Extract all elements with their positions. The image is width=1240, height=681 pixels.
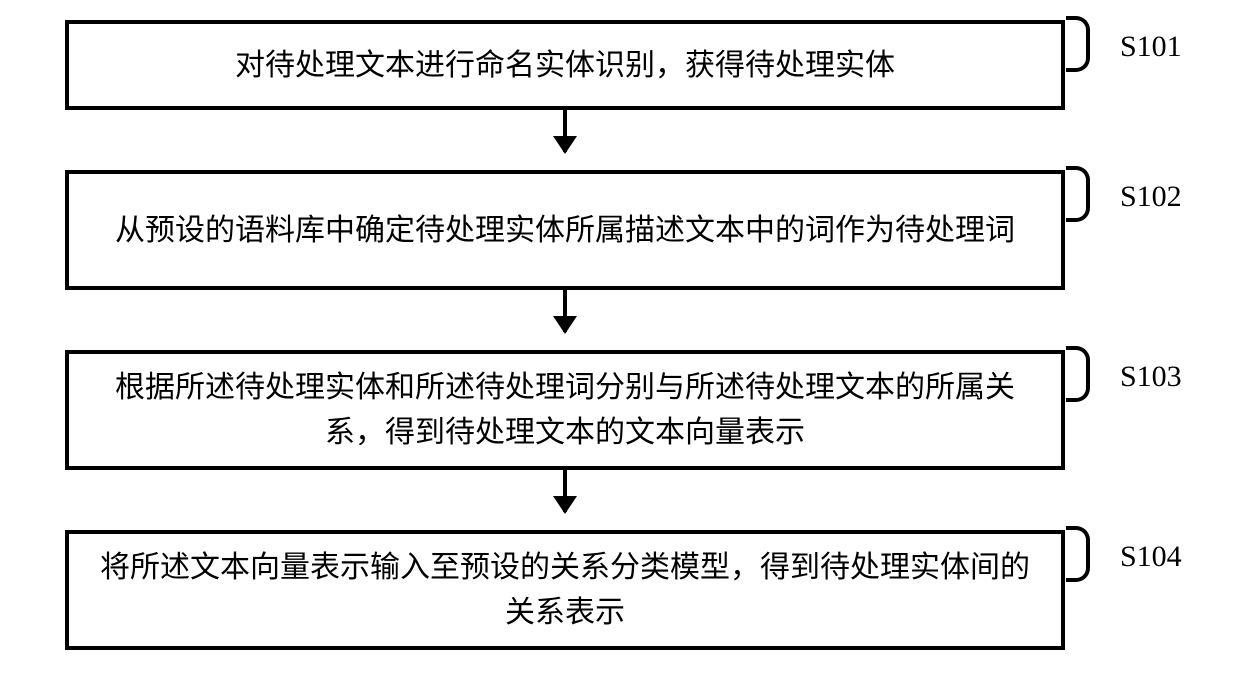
step-box-s102: 从预设的语料库中确定待处理实体所属描述文本中的词作为待处理词 xyxy=(65,170,1065,290)
step-label-s103: S103 xyxy=(1120,360,1182,394)
step-label-s101: S101 xyxy=(1120,30,1182,64)
bracket-s102 xyxy=(1066,166,1102,214)
step-text-s102: 从预设的语料库中确定待处理实体所属描述文本中的词作为待处理词 xyxy=(95,208,1035,253)
step-box-s104: 将所述文本向量表示输入至预设的关系分类模型，得到待处理实体间的关系表示 xyxy=(65,530,1065,650)
step-text-s101: 对待处理文本进行命名实体识别，获得待处理实体 xyxy=(215,43,915,88)
step-label-s104: S104 xyxy=(1120,540,1182,574)
bracket-s101 xyxy=(1066,16,1102,64)
arrow-2-3 xyxy=(563,290,567,332)
step-box-s101: 对待处理文本进行命名实体识别，获得待处理实体 xyxy=(65,20,1065,110)
bracket-s103 xyxy=(1066,346,1102,394)
step-text-s103: 根据所述待处理实体和所述待处理词分别与所述待处理文本的所属关系，得到待处理文本的… xyxy=(69,365,1061,455)
step-text-s104: 将所述文本向量表示输入至预设的关系分类模型，得到待处理实体间的关系表示 xyxy=(69,545,1061,635)
flowchart-canvas: 对待处理文本进行命名实体识别，获得待处理实体 S101 从预设的语料库中确定待处… xyxy=(0,0,1240,681)
step-box-s103: 根据所述待处理实体和所述待处理词分别与所述待处理文本的所属关系，得到待处理文本的… xyxy=(65,350,1065,470)
step-label-s102: S102 xyxy=(1120,180,1182,214)
arrow-3-4 xyxy=(563,470,567,512)
bracket-s104 xyxy=(1066,526,1102,574)
arrow-1-2 xyxy=(563,110,567,152)
